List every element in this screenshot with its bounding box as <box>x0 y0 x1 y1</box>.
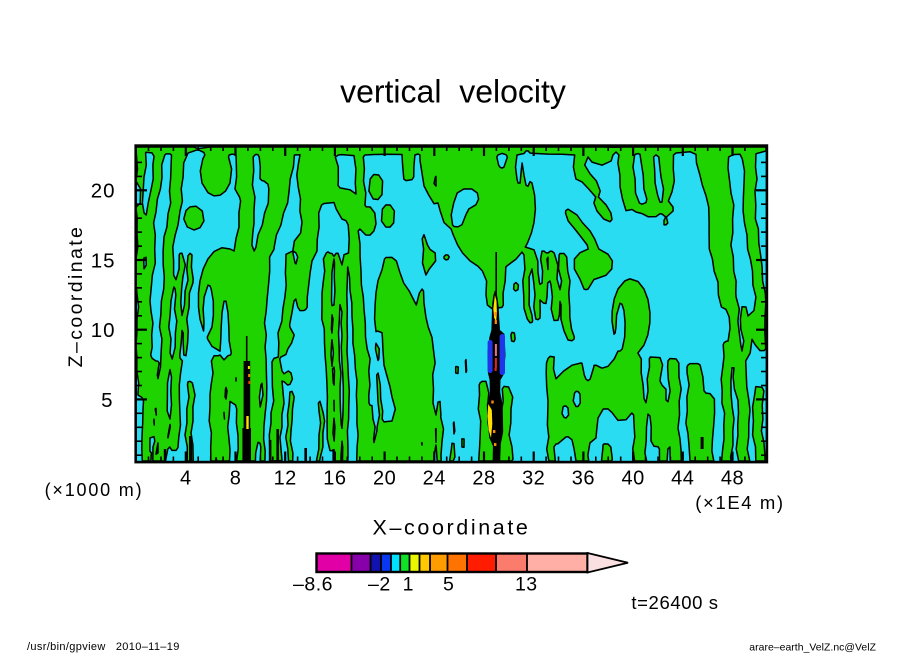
svg-text:–2: –2 <box>368 574 391 596</box>
svg-text:20: 20 <box>91 179 116 202</box>
svg-text:32: 32 <box>522 468 545 490</box>
svg-text:4: 4 <box>180 468 192 490</box>
svg-text:(×1000 m): (×1000 m) <box>45 480 144 500</box>
svg-text:Z–coordinate: Z–coordinate <box>65 225 87 368</box>
svg-text:36: 36 <box>572 468 595 490</box>
svg-text:–8.6: –8.6 <box>293 574 333 596</box>
svg-text:arare–earth_VelZ.nc@VelZ: arare–earth_VelZ.nc@VelZ <box>749 643 876 654</box>
svg-text:48: 48 <box>721 468 744 490</box>
svg-text:(×1E4 m): (×1E4 m) <box>695 492 784 513</box>
svg-text:1: 1 <box>403 574 414 596</box>
svg-text:vertical velocity: vertical velocity <box>340 74 566 110</box>
svg-text:12: 12 <box>274 468 297 490</box>
svg-text:/usr/bin/gpview 2010–11–19: /usr/bin/gpview 2010–11–19 <box>27 641 180 653</box>
svg-text:8: 8 <box>230 468 242 490</box>
svg-text:5: 5 <box>101 389 113 412</box>
svg-text:t=26400 s: t=26400 s <box>631 592 718 613</box>
svg-text:20: 20 <box>373 468 396 490</box>
svg-text:13: 13 <box>515 574 538 596</box>
svg-text:40: 40 <box>621 468 644 490</box>
svg-text:44: 44 <box>671 468 694 490</box>
svg-text:5: 5 <box>443 574 454 596</box>
svg-text:16: 16 <box>323 468 346 490</box>
svg-text:10: 10 <box>91 319 116 342</box>
svg-text:15: 15 <box>91 249 116 272</box>
svg-text:X–coordinate: X–coordinate <box>373 516 531 540</box>
svg-text:24: 24 <box>423 468 446 490</box>
svg-text:28: 28 <box>472 468 495 490</box>
